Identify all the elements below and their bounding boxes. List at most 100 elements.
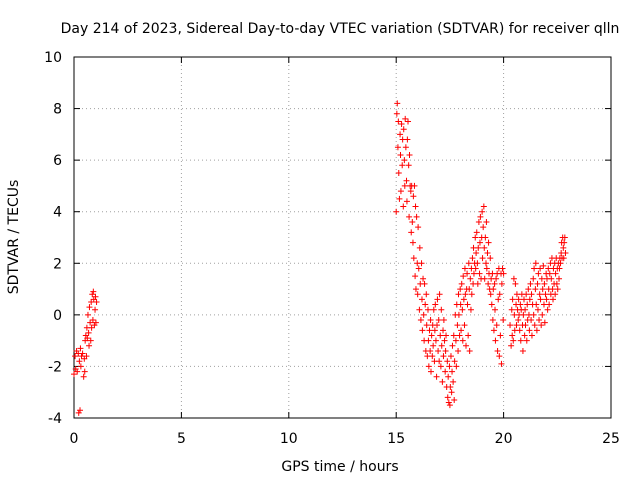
data-point	[83, 353, 90, 360]
data-point	[465, 332, 472, 339]
data-point	[517, 301, 524, 308]
data-point	[515, 296, 522, 303]
data-point	[431, 327, 438, 334]
y-tick-label: 6	[53, 153, 62, 169]
data-point	[72, 353, 79, 360]
data-point	[458, 327, 465, 334]
data-point	[477, 213, 484, 220]
data-point	[481, 244, 488, 251]
data-point	[449, 368, 456, 375]
data-point	[467, 275, 474, 282]
data-point	[448, 389, 455, 396]
data-point	[437, 332, 444, 339]
y-tick-label: 2	[53, 256, 62, 272]
plot-frame	[73, 56, 612, 419]
data-point	[88, 298, 95, 305]
data-point	[445, 399, 452, 406]
data-point	[446, 402, 453, 409]
data-point	[416, 306, 423, 313]
data-point	[520, 311, 527, 318]
data-point	[473, 249, 480, 256]
data-point	[474, 260, 481, 267]
data-point	[560, 244, 567, 251]
data-point	[509, 332, 516, 339]
data-point	[409, 219, 416, 226]
grid-lines	[74, 57, 611, 418]
data-point	[441, 337, 448, 344]
data-point	[526, 327, 533, 334]
data-point	[84, 335, 91, 342]
data-point	[542, 291, 549, 298]
data-point	[494, 347, 501, 354]
data-point	[455, 311, 462, 318]
chart-title: Day 214 of 2023, Sidereal Day-to-day VTE…	[61, 21, 620, 37]
data-point	[508, 342, 515, 349]
data-point	[561, 239, 568, 246]
data-point	[497, 332, 504, 339]
data-point	[540, 262, 547, 269]
data-point	[418, 296, 425, 303]
data-point	[462, 291, 469, 298]
data-point	[485, 239, 492, 246]
data-point	[420, 311, 427, 318]
data-point	[437, 363, 444, 370]
data-point	[532, 260, 539, 267]
data-point	[405, 162, 412, 169]
data-point	[435, 317, 442, 324]
data-point	[406, 151, 413, 158]
data-point	[77, 407, 84, 414]
data-point	[458, 280, 465, 287]
data-point	[519, 347, 526, 354]
y-tick-label: -2	[48, 359, 62, 375]
data-point	[472, 265, 479, 272]
data-point	[430, 342, 437, 349]
data-point	[468, 291, 475, 298]
data-point	[509, 296, 516, 303]
data-point	[402, 144, 409, 151]
data-point	[398, 121, 405, 128]
data-point	[440, 327, 447, 334]
data-point	[419, 327, 426, 334]
data-point	[440, 353, 447, 360]
data-point	[430, 306, 437, 313]
data-point	[447, 353, 454, 360]
x-axis-label: GPS time / hours	[281, 459, 398, 475]
data-point	[523, 337, 530, 344]
data-point	[498, 360, 505, 367]
data-point	[482, 260, 489, 267]
data-point	[479, 255, 486, 262]
data-point	[553, 280, 560, 287]
data-point	[434, 296, 441, 303]
data-point	[466, 347, 473, 354]
data-point	[420, 275, 427, 282]
data-point	[523, 291, 530, 298]
data-point	[427, 317, 434, 324]
data-point	[421, 280, 428, 287]
data-point	[533, 327, 540, 334]
data-point	[428, 332, 435, 339]
data-point	[556, 265, 563, 272]
data-point	[413, 213, 420, 220]
data-point	[410, 193, 417, 200]
data-point	[451, 396, 458, 403]
data-point	[492, 337, 499, 344]
data-point	[406, 213, 413, 220]
data-point	[546, 301, 553, 308]
data-point	[532, 286, 539, 293]
x-tick-label: 20	[495, 431, 513, 447]
data-point	[395, 118, 402, 125]
data-point	[444, 394, 451, 401]
data-point	[500, 317, 507, 324]
data-point	[491, 280, 498, 287]
data-point	[457, 301, 464, 308]
data-point	[394, 100, 401, 107]
data-point	[397, 188, 404, 195]
data-point	[479, 208, 486, 215]
data-point	[417, 317, 424, 324]
data-point	[531, 322, 538, 329]
data-point	[500, 270, 507, 277]
data-point	[538, 322, 545, 329]
data-point	[92, 319, 99, 326]
data-point	[410, 255, 417, 262]
data-point	[533, 301, 540, 308]
